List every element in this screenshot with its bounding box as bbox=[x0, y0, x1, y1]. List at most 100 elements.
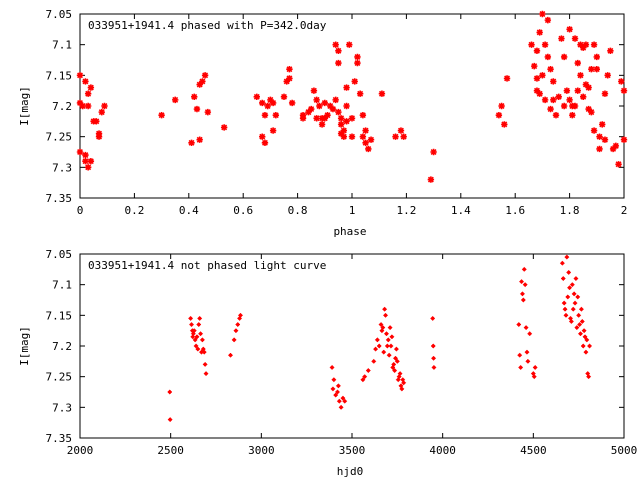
data-point bbox=[582, 81, 590, 88]
data-point bbox=[82, 158, 89, 165]
data-point bbox=[582, 334, 588, 340]
data-point bbox=[431, 364, 437, 371]
data-point bbox=[283, 78, 290, 85]
data-point bbox=[354, 59, 361, 67]
data-point bbox=[343, 118, 350, 125]
data-point bbox=[333, 392, 339, 398]
data-point bbox=[580, 93, 587, 100]
data-point bbox=[588, 66, 595, 73]
y-tick-label: 7.1 bbox=[52, 39, 72, 52]
data-point bbox=[541, 96, 549, 104]
data-point bbox=[329, 364, 335, 371]
data-point bbox=[495, 112, 503, 119]
data-point bbox=[340, 127, 348, 134]
data-point bbox=[620, 136, 628, 143]
data-point bbox=[588, 108, 595, 116]
data-point bbox=[286, 66, 293, 73]
data-point bbox=[571, 102, 579, 110]
x-tick-label: 1.4 bbox=[451, 204, 471, 217]
data-point bbox=[343, 102, 350, 110]
data-point bbox=[570, 306, 576, 312]
data-point bbox=[382, 306, 388, 312]
data-point bbox=[581, 328, 587, 334]
data-point bbox=[555, 93, 562, 100]
data-point bbox=[560, 53, 568, 61]
data-point bbox=[365, 145, 372, 153]
data-point bbox=[196, 136, 203, 143]
data-point bbox=[199, 337, 205, 343]
x-tick-label: 2 bbox=[621, 204, 628, 217]
data-point bbox=[566, 26, 573, 33]
data-point bbox=[547, 105, 554, 113]
x-tick-label: 2500 bbox=[157, 444, 184, 457]
data-point bbox=[321, 115, 328, 122]
data-point bbox=[577, 321, 583, 328]
data-point bbox=[585, 105, 592, 113]
data-point bbox=[331, 377, 337, 383]
data-point bbox=[574, 59, 581, 67]
data-point bbox=[575, 294, 581, 300]
data-point bbox=[201, 72, 209, 79]
data-point bbox=[524, 349, 530, 355]
plot-frame bbox=[79, 253, 625, 439]
data-point bbox=[516, 321, 522, 328]
y-tick-label: 7.05 bbox=[46, 248, 73, 261]
data-point bbox=[191, 93, 198, 100]
data-point bbox=[237, 312, 244, 318]
data-point bbox=[397, 127, 405, 134]
data-point bbox=[578, 306, 584, 312]
data-point bbox=[335, 383, 341, 389]
data-point bbox=[76, 72, 84, 79]
data-point bbox=[84, 164, 92, 171]
data-point bbox=[580, 44, 587, 51]
data-point bbox=[547, 66, 554, 73]
data-point bbox=[430, 315, 436, 321]
data-point bbox=[194, 334, 200, 340]
data-point bbox=[584, 337, 590, 343]
chart-title: 033951+1941.4 phased with P=342.0day bbox=[88, 19, 327, 32]
data-point bbox=[539, 10, 546, 18]
x-tick-label: 0 bbox=[77, 204, 84, 217]
data-point bbox=[560, 275, 566, 282]
data-point bbox=[395, 377, 401, 383]
data-point bbox=[335, 59, 342, 67]
data-point bbox=[566, 96, 573, 104]
data-point bbox=[188, 139, 195, 146]
data-point bbox=[599, 121, 606, 128]
x-tick-label: 2000 bbox=[67, 444, 94, 457]
data-point bbox=[196, 81, 203, 88]
data-point bbox=[430, 343, 436, 349]
x-tick-label: 3000 bbox=[248, 444, 275, 457]
data-point bbox=[335, 47, 342, 54]
data-point bbox=[93, 118, 100, 125]
data-point bbox=[79, 102, 86, 110]
data-point bbox=[563, 87, 571, 94]
data-point bbox=[392, 133, 399, 140]
data-point bbox=[172, 96, 179, 104]
data-point bbox=[604, 72, 611, 79]
data-point bbox=[231, 337, 237, 343]
data-point bbox=[204, 108, 212, 116]
data-point bbox=[351, 78, 358, 85]
data-point bbox=[517, 352, 523, 358]
data-point bbox=[563, 312, 569, 318]
y-tick-label: 7.3 bbox=[52, 161, 72, 174]
data-point bbox=[269, 99, 277, 107]
data-point bbox=[267, 96, 274, 104]
data-point bbox=[196, 321, 202, 328]
data-point bbox=[569, 282, 575, 288]
data-point bbox=[359, 112, 367, 119]
data-point bbox=[197, 315, 203, 321]
data-point bbox=[574, 325, 580, 331]
data-point bbox=[387, 325, 393, 331]
x-axis-label: phase bbox=[333, 225, 366, 238]
data-point bbox=[334, 389, 341, 395]
data-point bbox=[430, 148, 437, 156]
data-point bbox=[195, 346, 201, 352]
y-tick-label: 7.25 bbox=[46, 131, 73, 144]
y-tick-label: 7.35 bbox=[46, 192, 73, 205]
data-point bbox=[400, 133, 407, 140]
data-point bbox=[565, 294, 571, 300]
data-point bbox=[571, 35, 579, 42]
data-point bbox=[392, 367, 398, 374]
